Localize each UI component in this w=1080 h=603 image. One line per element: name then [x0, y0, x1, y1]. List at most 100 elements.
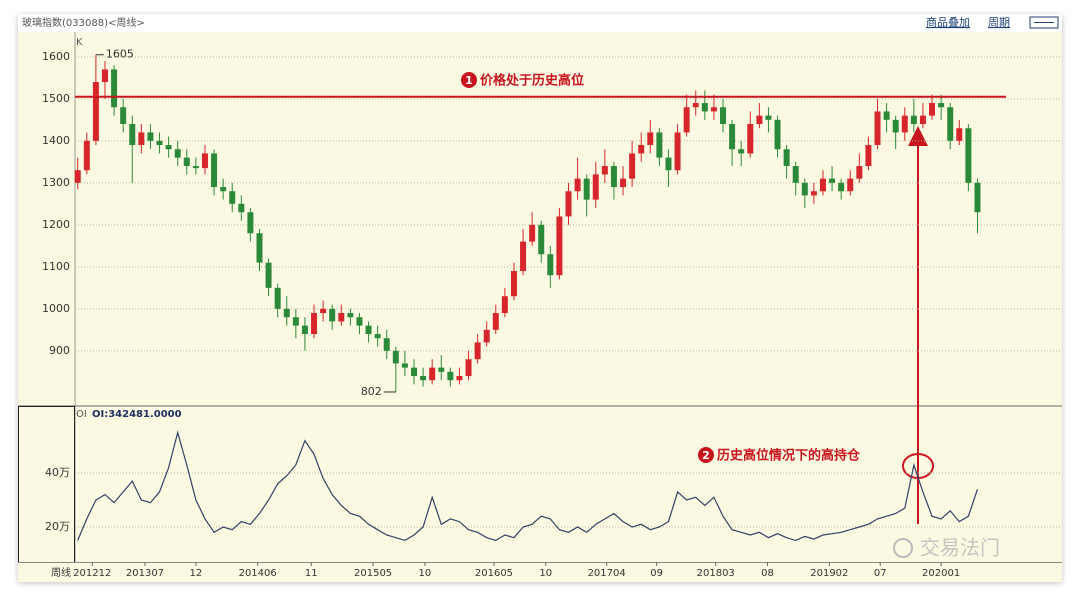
x-tick-label: 201605	[475, 568, 513, 579]
x-tick-label: 07	[874, 568, 887, 579]
candle-body	[238, 203, 245, 213]
candle-body	[401, 363, 408, 368]
annotation-text: 历史高位情况下的高持仓	[717, 448, 861, 464]
panel-label: K	[76, 37, 83, 48]
candle-body	[247, 212, 254, 234]
candle-body	[929, 103, 936, 116]
candle-body	[510, 271, 517, 297]
y-tick-label: 1400	[42, 134, 70, 147]
candle-body	[565, 191, 572, 217]
candle-body	[220, 187, 227, 192]
candle-body	[192, 166, 199, 169]
candle-body	[410, 367, 417, 377]
candle-body	[465, 359, 472, 377]
candle-body	[392, 350, 399, 364]
candle-body	[74, 170, 81, 183]
candle-body	[538, 224, 545, 255]
oi-line	[77, 430, 979, 542]
candle-body	[447, 371, 454, 381]
x-tick-label: 09	[650, 568, 663, 579]
x-tick-label: 201902	[810, 568, 848, 579]
candle-body	[138, 132, 145, 146]
candle-body	[183, 157, 190, 167]
candle-body	[374, 334, 381, 339]
annotation-badge	[461, 72, 477, 88]
y-tick-label: 1000	[42, 302, 70, 315]
x-tick-label: 201803	[697, 568, 735, 579]
candle-body	[856, 166, 863, 179]
candle-body	[892, 119, 899, 133]
candle-body	[329, 308, 336, 322]
annotation-number: 1	[465, 74, 473, 87]
candle-body	[729, 124, 736, 150]
annotation-text: 价格处于历史高位	[480, 73, 584, 89]
x-tick-label: 201704	[588, 568, 626, 579]
candle-body	[129, 124, 136, 146]
candle-body	[701, 103, 708, 112]
candle-body	[438, 367, 445, 372]
candle-body	[529, 224, 536, 242]
x-tick-label: 201307	[126, 568, 164, 579]
candle-body	[965, 128, 972, 183]
header-bar	[18, 14, 1062, 32]
candle-body	[474, 342, 481, 360]
x-tick-label: 201406	[239, 568, 277, 579]
candle-body	[111, 69, 118, 108]
candle-body	[311, 313, 318, 335]
candle-body	[174, 149, 181, 158]
y-tick-label: 1600	[42, 50, 70, 63]
candle-body	[774, 119, 781, 150]
candle-body	[301, 325, 308, 335]
candle-body	[765, 115, 772, 120]
candle-body	[829, 178, 836, 183]
candle-body	[420, 376, 427, 381]
candle-body	[638, 145, 645, 154]
candle-body	[201, 153, 208, 169]
candle-body	[692, 103, 699, 108]
candle-body	[574, 178, 581, 192]
y-tick-label: 40万	[45, 466, 70, 479]
candle-body	[556, 216, 563, 276]
candle-body	[320, 308, 327, 314]
link[interactable]: 商品叠加	[926, 15, 970, 29]
candle-body	[483, 329, 490, 343]
candle-body	[865, 145, 872, 167]
candle-body	[620, 178, 627, 188]
x-tick-label: 201505	[354, 568, 392, 579]
candle-body	[265, 262, 272, 288]
candle-body	[547, 254, 554, 276]
candle-body	[165, 145, 172, 150]
candle-body	[338, 313, 345, 322]
candle-body	[847, 178, 854, 192]
x-axis-label: 周线	[51, 566, 71, 579]
candle-body	[783, 149, 790, 167]
annotation-number: 2	[702, 449, 710, 462]
link[interactable]: 周期	[988, 16, 1010, 29]
candle-body	[910, 115, 917, 125]
candle-body	[938, 103, 945, 108]
candle-body	[229, 191, 236, 204]
candle-body	[292, 317, 299, 326]
candle-body	[601, 166, 608, 175]
candle-body	[492, 313, 499, 330]
candle-body	[83, 140, 90, 171]
candle-body	[429, 367, 436, 381]
candle-body	[883, 111, 890, 120]
x-tick-label: 11	[305, 568, 318, 579]
candle-body	[710, 107, 717, 112]
candle-body	[901, 115, 908, 133]
y-tick-label: 20万	[45, 520, 70, 533]
nav-icon[interactable]	[1029, 16, 1059, 29]
watermark: 交易法门	[920, 536, 1000, 560]
x-tick-label: 12	[190, 568, 203, 579]
candle-body	[120, 107, 127, 125]
candle-body	[819, 178, 826, 192]
candle-body	[947, 107, 954, 141]
candle-body	[592, 174, 599, 200]
annotation-badge	[698, 447, 714, 463]
candle-body	[383, 338, 390, 351]
candle-body	[792, 166, 799, 183]
candle-body	[629, 153, 636, 179]
